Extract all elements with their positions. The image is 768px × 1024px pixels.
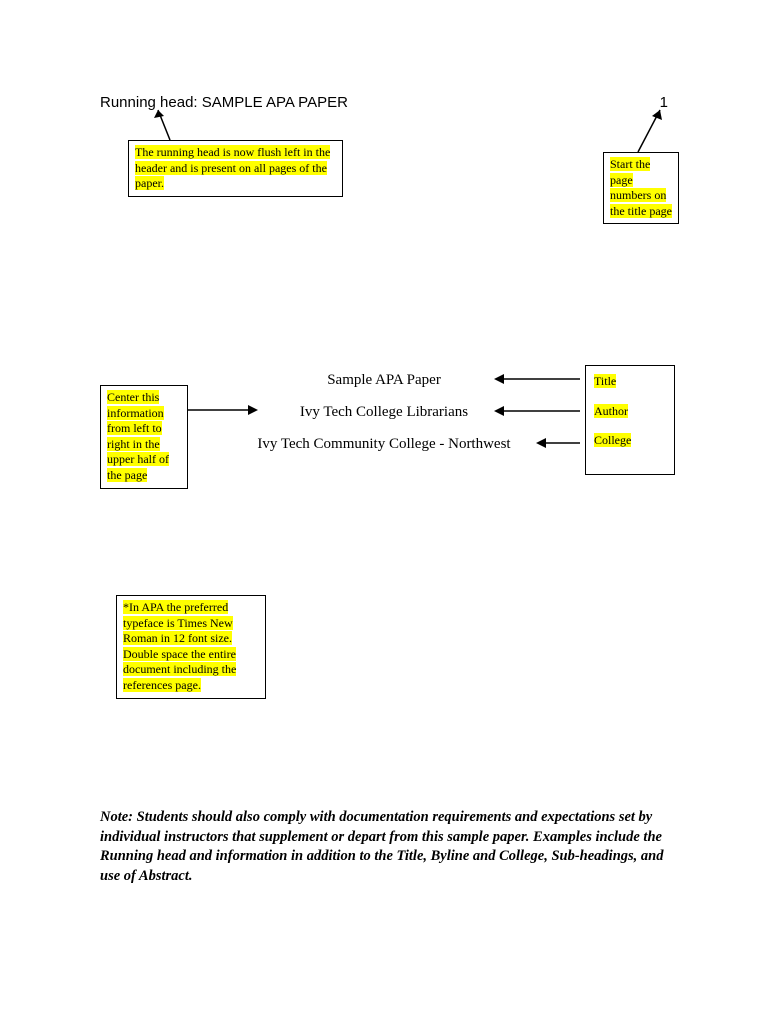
arrow-icon [490, 404, 585, 418]
callout-labels: Title Author College [585, 365, 675, 475]
arrow-icon [490, 372, 585, 386]
callout-typeface: *In APA the preferred typeface is Times … [116, 595, 266, 699]
callout-text: The running head is now flush left in th… [135, 145, 330, 190]
callout-page-number: Start the page numbers on the title page [603, 152, 679, 224]
running-head: Running head: SAMPLE APA PAPER [100, 94, 348, 111]
label-college: College [594, 433, 631, 447]
callout-text: Start the page numbers on the title page [610, 157, 672, 218]
footer-note: Note: Students should also comply with d… [100, 808, 668, 886]
label-author: Author [594, 404, 628, 418]
arrow-icon [630, 104, 670, 154]
callout-text: *In APA the preferred typeface is Times … [123, 600, 236, 692]
label-title: Title [594, 374, 616, 388]
arrow-icon [532, 436, 587, 450]
arrow-icon [148, 104, 178, 144]
callout-running-head: The running head is now flush left in th… [128, 140, 343, 197]
